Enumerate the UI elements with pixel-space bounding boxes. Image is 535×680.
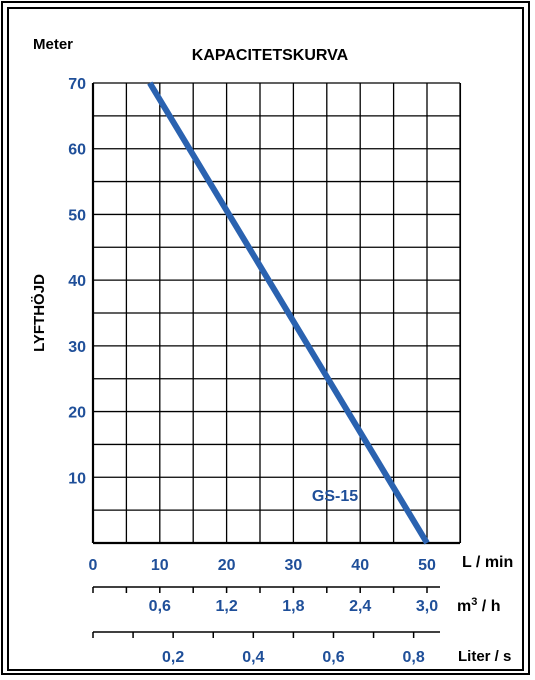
- x-tick-label-m3h: 0,6: [149, 598, 171, 615]
- y-tick-label: 10: [68, 470, 86, 487]
- x-tick-label-ls: 0,2: [162, 649, 184, 666]
- x-tick-label-lmin: 30: [285, 557, 303, 574]
- y-axis-label: LYFTHÖJD: [31, 274, 48, 352]
- y-unit-label: Meter: [33, 36, 73, 53]
- series-label-gs15: GS-15: [312, 488, 358, 505]
- y-tick-label: 60: [68, 142, 86, 159]
- x-tick-label-lmin: 40: [351, 557, 369, 574]
- series-line-gs15: [147, 81, 430, 545]
- x-tick-label-ls: 0,4: [242, 649, 264, 666]
- y-tick-labels: 10 20 30 40 50 60 70: [68, 76, 86, 487]
- inner-frame: [7, 7, 524, 671]
- x-tick-label-ls: 0,8: [403, 649, 425, 666]
- x-tick-label-m3h: 3,0: [416, 598, 438, 615]
- y-tick-label: 50: [68, 207, 86, 224]
- grid: [91, 82, 462, 545]
- x-tick-label-lmin: 20: [218, 557, 236, 574]
- x-tick-label-m3h: 1,8: [282, 598, 304, 615]
- y-tick-label: 40: [68, 273, 86, 290]
- x-tick-label-lmin: 10: [151, 557, 169, 574]
- x-unit-ls: Liter / s: [458, 648, 511, 665]
- x-tick-label-m3h: 1,2: [215, 598, 237, 615]
- x-axis-m3-per-h: 0,6 1,2 1,8 2,4 3,0 m3 / h: [92, 586, 500, 615]
- chart-title: KAPACITETSKURVA: [192, 47, 349, 64]
- x-axis-l-per-min: 0 10 20 30 40 50 L / min: [89, 554, 514, 574]
- x-axis-liter-per-s: 0,2 0,4 0,6 0,8 Liter / s: [92, 631, 511, 666]
- x-tick-label-lmin: 50: [418, 557, 436, 574]
- y-tick-label: 20: [68, 405, 86, 422]
- x-tick-label-m3h: 2,4: [349, 598, 371, 615]
- series-group: GS-15: [147, 81, 430, 545]
- y-tick-label: 30: [68, 339, 86, 356]
- x-tick-label-lmin: 0: [89, 557, 98, 574]
- x-tick-label-ls: 0,6: [322, 649, 344, 666]
- x-unit-m3h: m3 / h: [457, 596, 500, 615]
- y-tick-label: 70: [68, 76, 86, 93]
- x-unit-lmin: L / min: [462, 554, 513, 571]
